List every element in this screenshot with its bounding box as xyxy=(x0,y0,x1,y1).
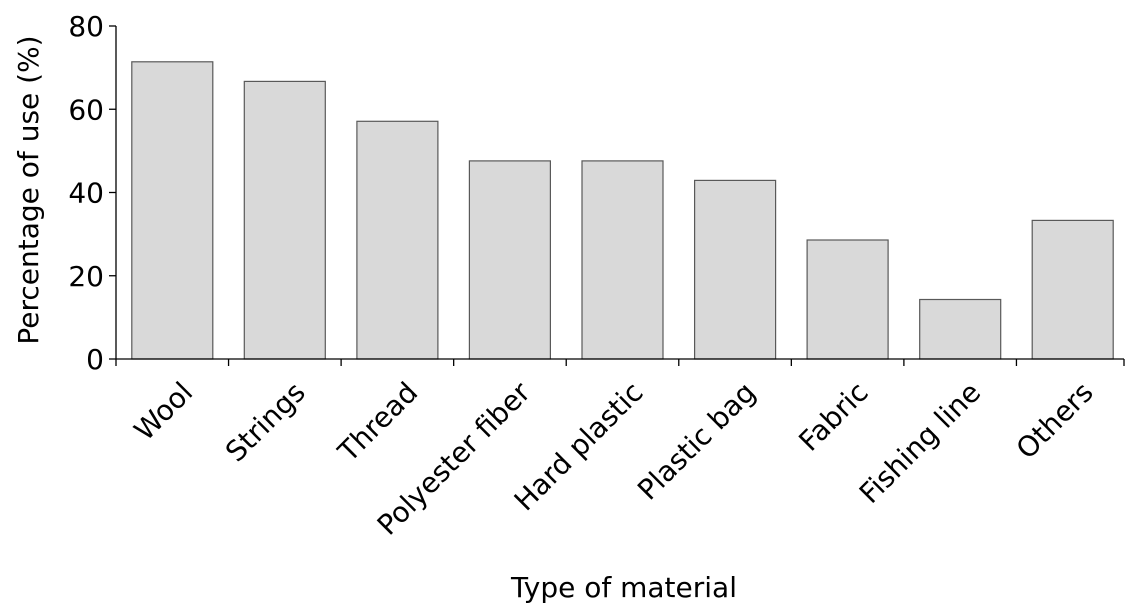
y-tick-label: 60 xyxy=(68,93,104,126)
bar-others xyxy=(1031,219,1114,360)
y-tick-label: 40 xyxy=(68,177,104,210)
bar-strings xyxy=(243,80,326,360)
y-tick-label: 20 xyxy=(68,260,104,293)
bar-thread xyxy=(356,120,439,360)
y-axis: 0 20 40 60 80 xyxy=(68,10,117,376)
y-ticks: 0 20 40 60 80 xyxy=(68,10,116,376)
bar-fishing-line xyxy=(919,298,1002,360)
bar-polyester-fiber xyxy=(468,160,551,360)
bar-hard-plastic xyxy=(581,160,664,360)
bar-fabric xyxy=(806,239,889,360)
bar-wool xyxy=(131,61,214,360)
x-tick-label: Wool xyxy=(128,376,199,447)
y-axis-title: Percentage of use (%) xyxy=(12,35,45,344)
x-tick-label: Thread xyxy=(331,376,424,469)
x-tick-label: Fishing line xyxy=(853,376,987,510)
bars-group xyxy=(131,61,1114,360)
x-tick-label: Fabric xyxy=(792,376,874,458)
bar-plastic-bag xyxy=(693,179,777,360)
y-tick-label: 0 xyxy=(86,343,104,376)
x-tick-label: Strings xyxy=(219,376,312,469)
x-tick-label: Others xyxy=(1010,376,1100,466)
y-tick-label: 80 xyxy=(68,10,104,43)
x-axis-title: Type of material xyxy=(510,571,737,604)
x-tick-label: Plastic bag xyxy=(631,376,762,507)
